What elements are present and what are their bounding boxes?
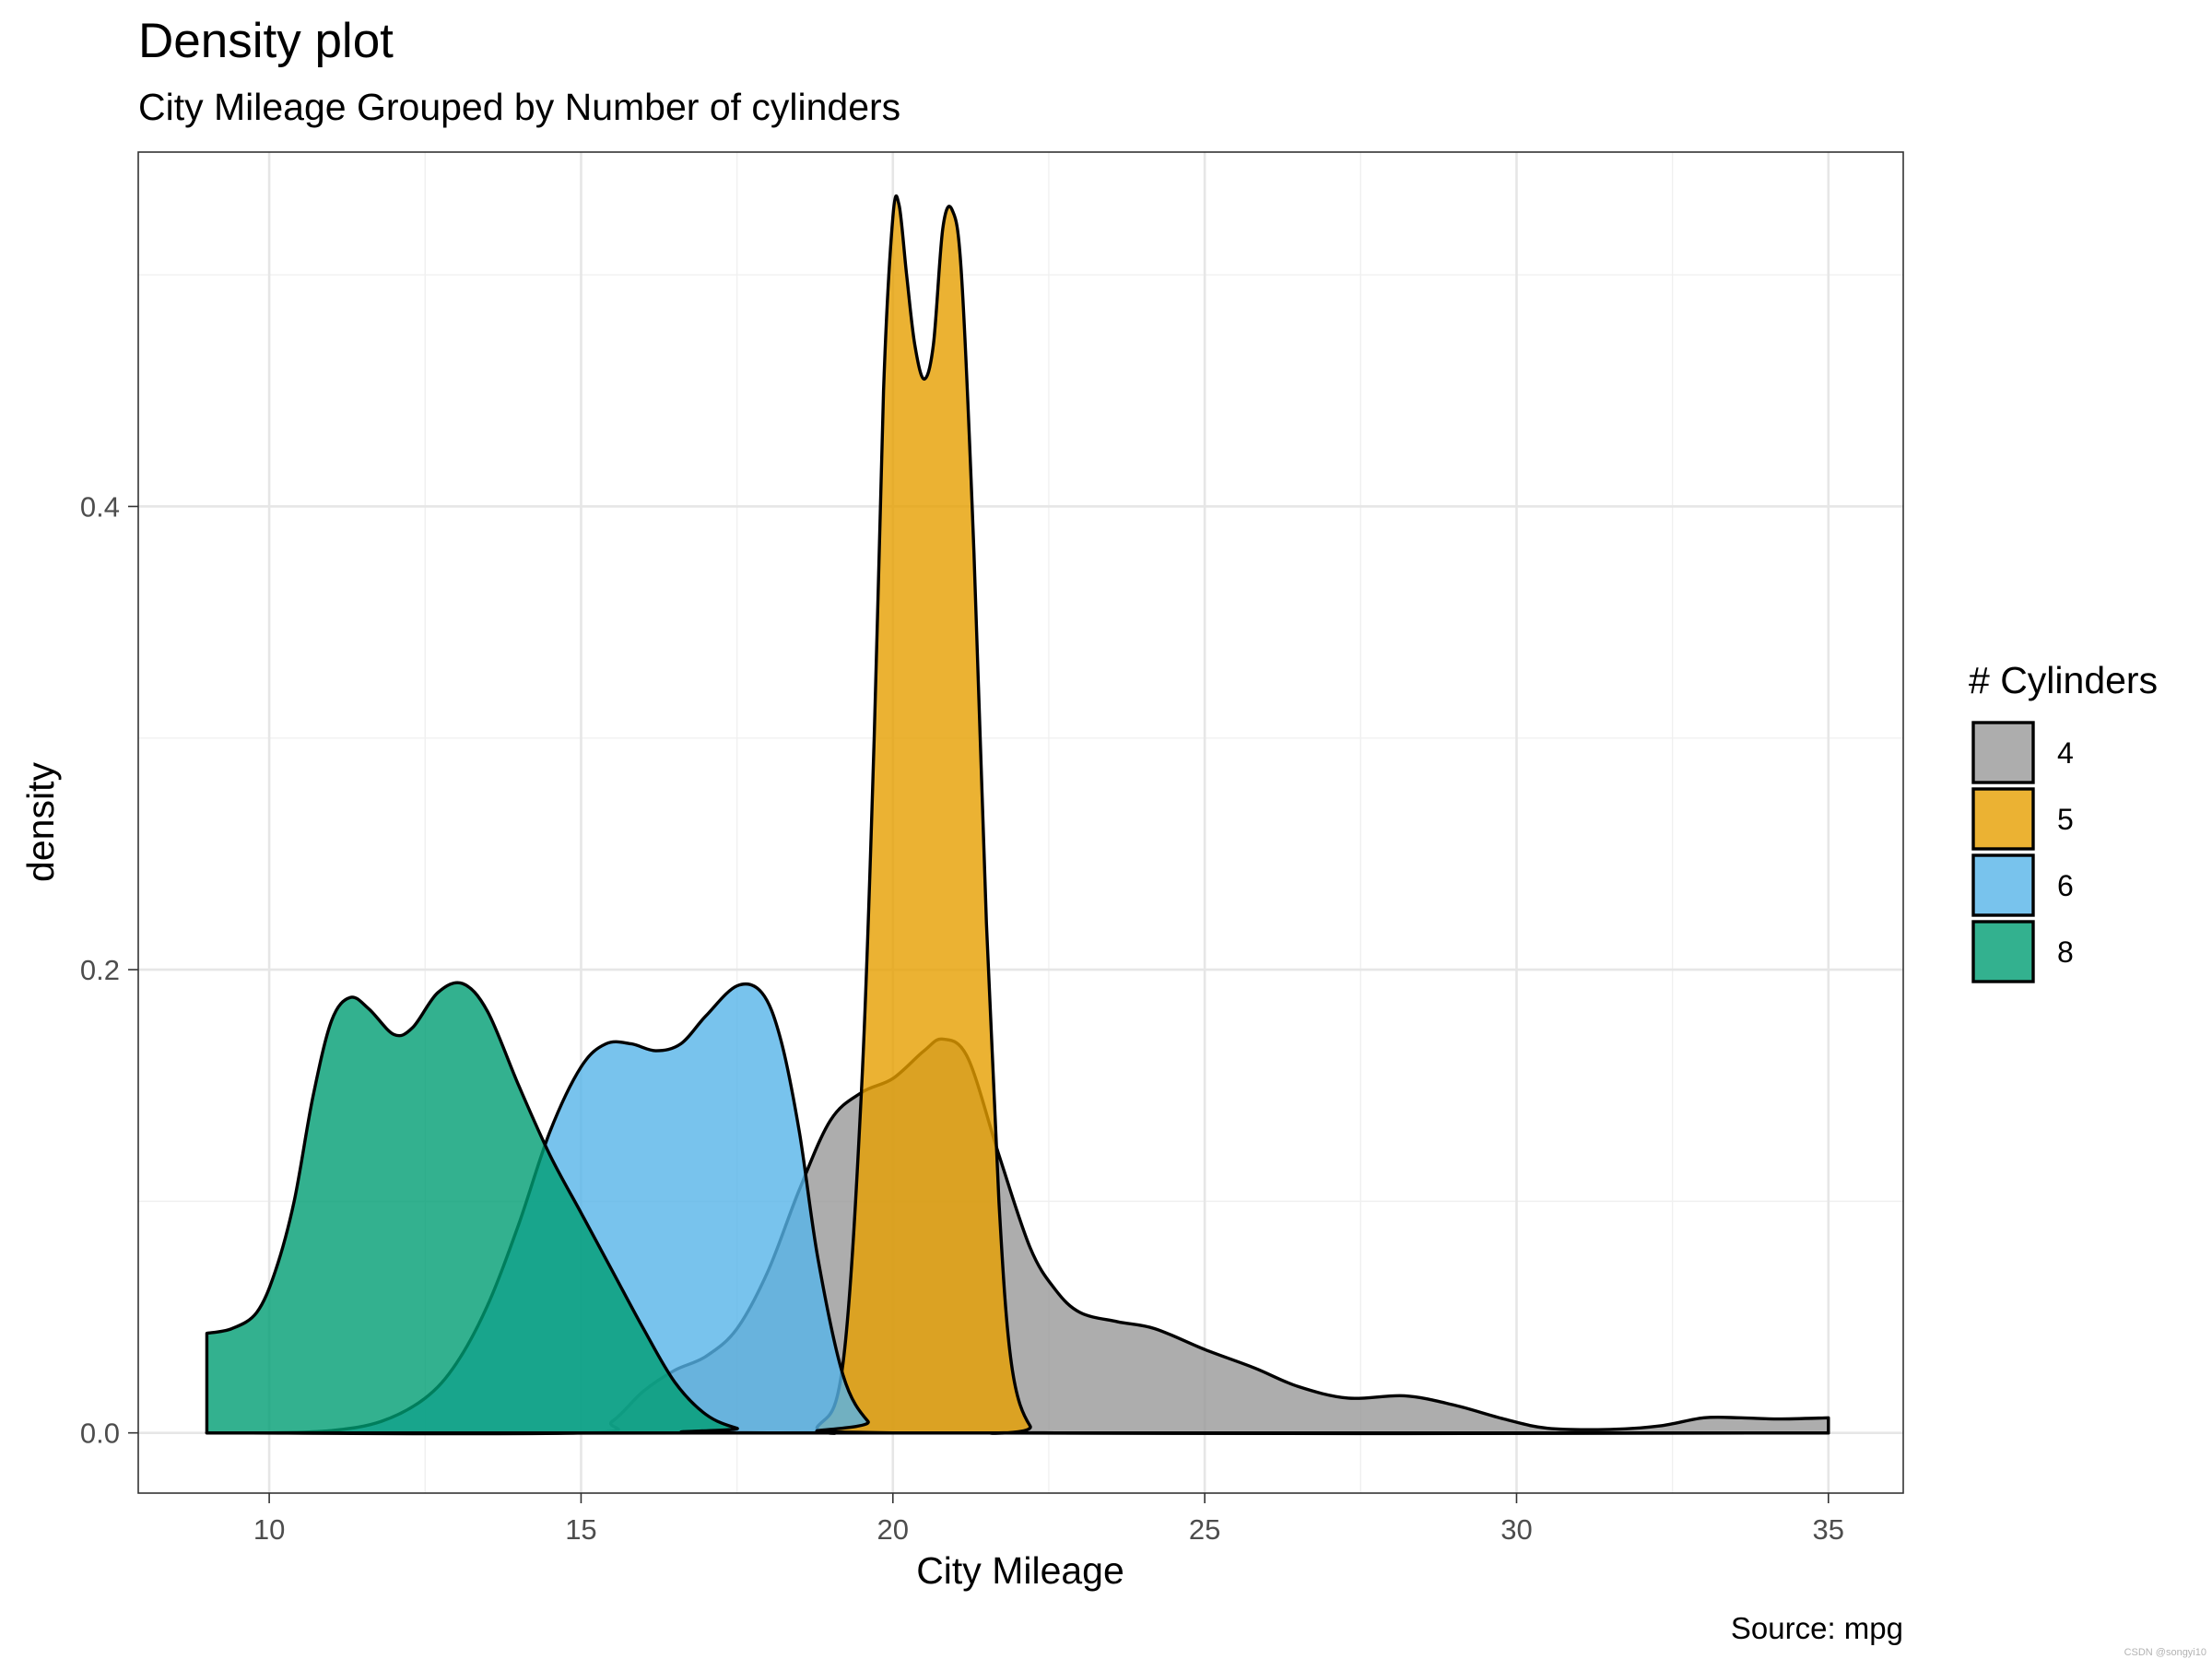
chart-subtitle: City Mileage Grouped by Number of cylind… xyxy=(138,86,900,128)
density-areas xyxy=(205,194,1830,1436)
x-tick-label: 25 xyxy=(1189,1513,1220,1546)
y-tick-label: 0.0 xyxy=(80,1418,120,1450)
legend-label: 5 xyxy=(2057,803,2074,836)
watermark: CSDN @songyi10 xyxy=(2124,1647,2206,1658)
chart-caption: Source: mpg xyxy=(1731,1611,1903,1645)
legend-item-5: 5 xyxy=(1971,787,2074,851)
density-area-5-cyl xyxy=(205,194,1830,1435)
y-axis-title: density xyxy=(19,762,62,882)
legend-key xyxy=(1971,920,2035,983)
plot-panel xyxy=(137,151,1904,1494)
density-area-8-cyl xyxy=(205,981,1830,1435)
legend-item-4: 4 xyxy=(1971,721,2074,784)
panel-border xyxy=(137,151,1904,1494)
legend-label: 8 xyxy=(2057,935,2074,969)
legend-title: # Cylinders xyxy=(1969,659,2158,701)
legend-key xyxy=(1971,853,2035,917)
x-tick-label: 20 xyxy=(877,1513,909,1546)
x-axis: 10 15 20 25 30 35 xyxy=(253,1493,1844,1546)
x-tick-label: 10 xyxy=(253,1513,285,1546)
y-axis: 0.0 0.2 0.4 xyxy=(80,490,138,1450)
x-tick-label: 15 xyxy=(565,1513,596,1546)
legend-key xyxy=(1971,721,2035,784)
legend-label: 6 xyxy=(2057,869,2074,902)
x-tick-label: 35 xyxy=(1813,1513,1844,1546)
chart-title: Density plot xyxy=(138,14,394,68)
legend-item-8: 8 xyxy=(1971,920,2074,983)
x-axis-title: City Mileage xyxy=(916,1549,1124,1592)
x-tick-label: 30 xyxy=(1500,1513,1532,1546)
legend-key xyxy=(1971,787,2035,851)
legend: # Cylinders 4 5 6 8 xyxy=(1969,659,2158,983)
legend-item-6: 6 xyxy=(1971,853,2074,917)
legend-label: 4 xyxy=(2057,736,2074,770)
minor-gridlines xyxy=(138,152,1903,1493)
y-tick-label: 0.2 xyxy=(80,954,120,986)
y-tick-label: 0.4 xyxy=(80,490,120,523)
